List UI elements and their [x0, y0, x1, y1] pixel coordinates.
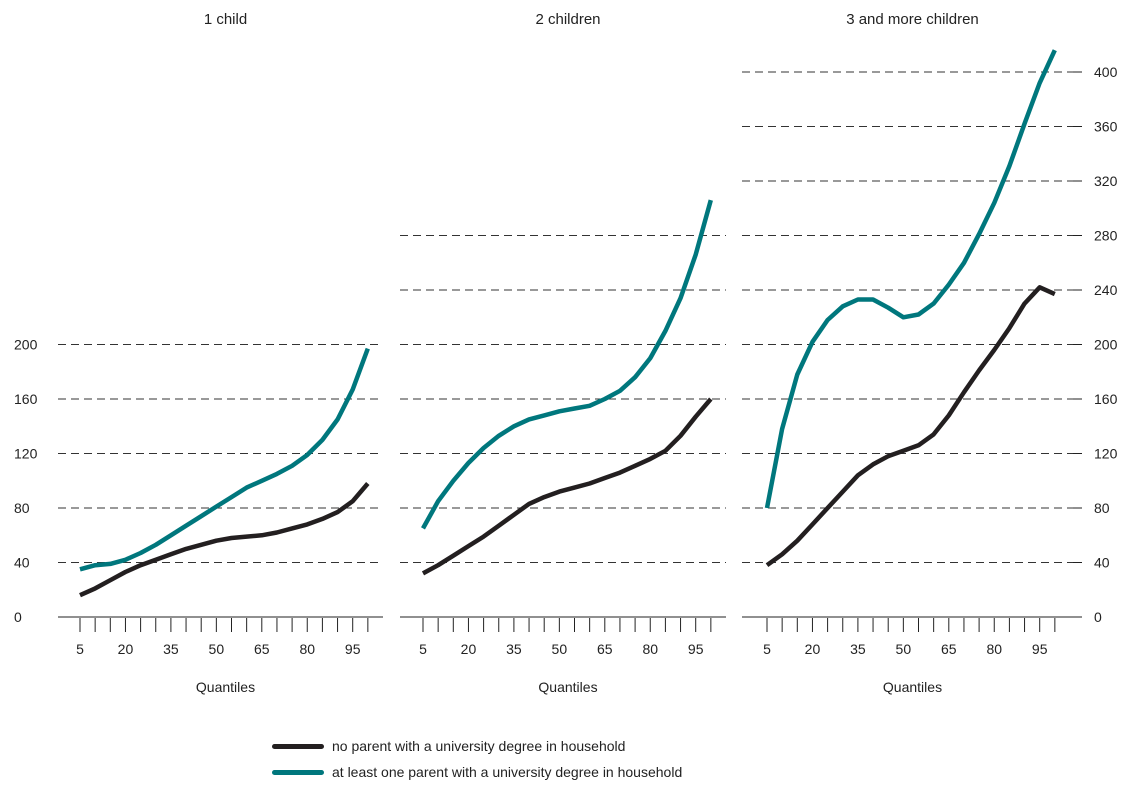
panel-2-title: 2 children — [535, 11, 600, 28]
legend-swatch-no-degree — [272, 743, 324, 749]
legend-label-no-degree: no parent with a university degree in ho… — [332, 738, 626, 754]
y-tick-left-160: 160 — [14, 391, 38, 407]
panel-3-xtick-label-35: 35 — [850, 641, 866, 657]
panel-2-xaxis-label: Quantiles — [538, 679, 597, 695]
y-tick-right-40: 40 — [1094, 555, 1110, 571]
panel-3-line-one — [764, 49, 1057, 509]
panel-2-xtick-label-95: 95 — [688, 641, 704, 657]
legend: no parent with a university degree in ho… — [272, 733, 682, 785]
legend-item-with-degree: at least one parent with a university de… — [272, 759, 682, 785]
y-tick-right-160: 160 — [1094, 391, 1118, 407]
panel-1-line-one — [79, 347, 370, 572]
panel-1-xtick-label-35: 35 — [163, 641, 179, 657]
legend-item-no-degree: no parent with a university degree in ho… — [272, 733, 682, 759]
y-tick-left-80: 80 — [14, 500, 30, 516]
panel-3-xtick-label-95: 95 — [1032, 641, 1048, 657]
panel-3-line-none — [765, 285, 1056, 568]
panel-2-xtick-label-65: 65 — [597, 641, 613, 657]
legend-swatch-with-degree — [272, 769, 324, 775]
y-tick-right-200: 200 — [1094, 337, 1118, 353]
panel-1-line-none — [79, 482, 370, 598]
panel-3-xtick-label-20: 20 — [805, 641, 821, 657]
y-tick-right-0: 0 — [1094, 609, 1102, 625]
panel-1-xtick-label-20: 20 — [118, 641, 134, 657]
panel-1-xtick-label-65: 65 — [254, 641, 270, 657]
panel-1-xtick-label-80: 80 — [299, 641, 315, 657]
y-tick-left-0: 0 — [14, 609, 22, 625]
y-tick-left-200: 200 — [14, 337, 38, 353]
panel-1-xtick-label-5: 5 — [76, 641, 84, 657]
y-tick-right-80: 80 — [1094, 500, 1110, 516]
panel-2-xtick-label-80: 80 — [642, 641, 658, 657]
legend-label-with-degree: at least one parent with a university de… — [332, 764, 683, 780]
y-tick-right-240: 240 — [1094, 282, 1118, 298]
panel-2-xtick-label-50: 50 — [552, 641, 568, 657]
y-tick-right-360: 360 — [1094, 119, 1118, 135]
panel-3-xtick-label-5: 5 — [763, 641, 771, 657]
panel-3-xtick-label-65: 65 — [941, 641, 957, 657]
y-tick-left-40: 40 — [14, 555, 30, 571]
panel-3-xaxis-label: Quantiles — [883, 679, 942, 695]
panel-2-line-one — [421, 199, 713, 530]
y-tick-right-280: 280 — [1094, 228, 1118, 244]
panel-3-xtick-label-80: 80 — [986, 641, 1002, 657]
panel-1-xtick-label-95: 95 — [345, 641, 361, 657]
panel-1-xaxis-label: Quantiles — [196, 679, 255, 695]
panel-3-title: 3 and more children — [846, 11, 979, 28]
panel-2-xtick-label-5: 5 — [419, 641, 427, 657]
y-tick-left-120: 120 — [14, 446, 38, 462]
y-tick-right-400: 400 — [1094, 64, 1118, 80]
panel-1-xtick-label-50: 50 — [209, 641, 225, 657]
panel-3-xtick-label-50: 50 — [896, 641, 912, 657]
panel-2-line-none — [421, 397, 713, 576]
y-tick-right-120: 120 — [1094, 446, 1118, 462]
y-tick-right-320: 320 — [1094, 173, 1118, 189]
panel-2-xtick-label-35: 35 — [506, 641, 522, 657]
panel-1-title: 1 child — [204, 11, 247, 28]
panel-2-xtick-label-20: 20 — [461, 641, 477, 657]
